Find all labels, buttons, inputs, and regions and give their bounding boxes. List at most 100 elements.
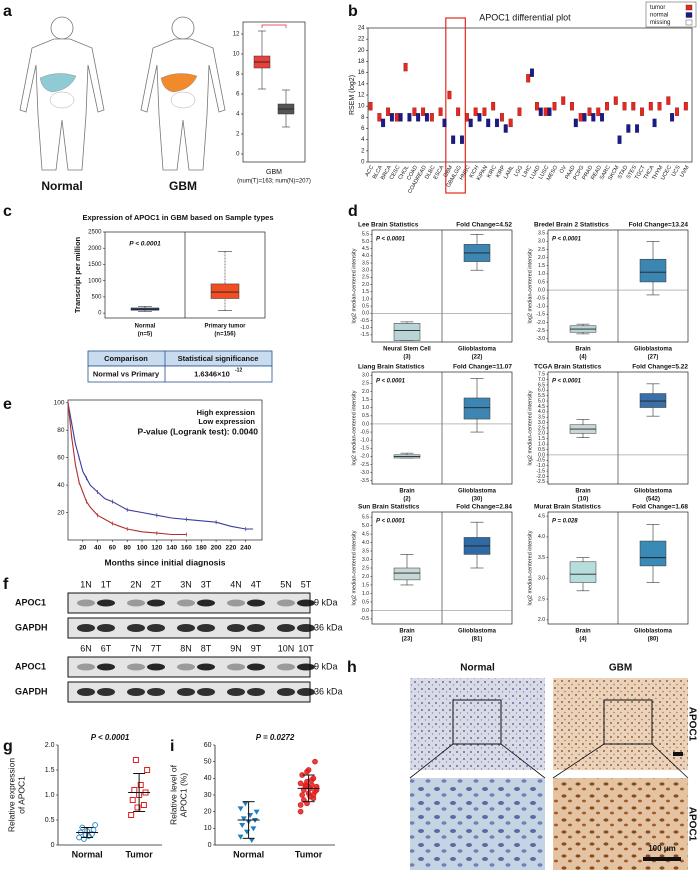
y-tick-label: 8 <box>361 115 365 121</box>
x-tick-label: 140 <box>166 545 177 552</box>
y-axis-label: Transcript per million <box>73 236 82 313</box>
count-label: (4) <box>579 637 586 643</box>
tumor-box <box>526 74 531 83</box>
lane-label: 2N <box>130 579 142 589</box>
y-tick-label: 1.5 <box>362 582 369 588</box>
x-tick-label: 40 <box>94 545 102 552</box>
y-tick-label: 3.5 <box>362 548 369 554</box>
y-tick-label: -1.5 <box>360 446 369 452</box>
tumor-box <box>394 113 399 122</box>
category-label: Tumor <box>295 849 323 859</box>
x-tick-label: 80 <box>124 545 132 552</box>
y-tick-label: 2.5 <box>362 381 369 387</box>
y-axis-label: log2 median-centered intensity <box>351 248 357 323</box>
x-tick-label: 220 <box>225 545 236 552</box>
y-tick-label: 4.5 <box>538 404 545 410</box>
tumor-box <box>377 113 382 122</box>
normal-box <box>538 107 543 116</box>
count-label: (23) <box>402 637 413 643</box>
zoom-line <box>651 743 689 779</box>
y-tick-label: 18 <box>358 59 365 65</box>
x-tick-label: UCS <box>671 164 682 177</box>
lane-label: 3N <box>180 579 192 589</box>
tumor-box <box>683 102 688 111</box>
x-tick-label: 100 <box>137 545 148 552</box>
category-label: Glioblastoma <box>634 489 673 495</box>
point <box>132 757 139 763</box>
y-tick-label: 3.0 <box>362 268 369 274</box>
y-tick-label: 10 <box>233 52 240 58</box>
y-tick-label: 1.0 <box>538 271 545 277</box>
tumor-box <box>587 107 592 116</box>
band <box>127 599 145 607</box>
y-tick-label: 2.0 <box>45 742 55 749</box>
x-tick-label: UVM <box>679 164 691 178</box>
y-tick-label: 3.5 <box>362 260 369 266</box>
normal-box <box>451 135 456 144</box>
y-tick-label: 0 <box>361 160 365 166</box>
point <box>250 826 257 832</box>
subplot-title: Murat Brain Statistics <box>534 504 601 511</box>
subplot-title: Lee Brain Statistics <box>358 222 419 229</box>
y-tick-label: -1.5 <box>360 332 369 338</box>
category-label: Neural Stem Cell <box>383 347 431 353</box>
y-tick-label: 3.0 <box>362 373 369 379</box>
point <box>128 812 135 818</box>
lane-label: 4T <box>251 579 262 589</box>
y-tick-label: 10 <box>204 825 212 832</box>
scale-bar <box>673 752 683 756</box>
y-tick-label: -2.5 <box>536 479 545 485</box>
y-tick-label: -2.0 <box>536 474 545 480</box>
band <box>77 624 95 632</box>
body-outline <box>19 38 105 171</box>
band <box>277 599 295 607</box>
category-label: Glioblastoma <box>458 489 497 495</box>
fold-change: Fold Change=11.07 <box>453 364 512 371</box>
y-tick-label: 4.0 <box>538 409 545 415</box>
y-tick-label: 4 <box>361 137 365 143</box>
y-tick-label: 0.5 <box>362 303 369 309</box>
point <box>302 782 309 788</box>
x-tick-label: KIRC <box>486 165 498 179</box>
y-tick-label: 2000 <box>88 246 102 252</box>
normal-box <box>398 113 403 122</box>
band <box>247 599 265 607</box>
normal-box <box>635 124 640 133</box>
y-tick-label: 1.5 <box>362 289 369 295</box>
y-tick-label: 12 <box>233 32 240 38</box>
tumor-box <box>412 107 417 116</box>
y-tick-label: 2.5 <box>362 275 369 281</box>
tumor-box <box>403 62 408 72</box>
box <box>639 540 667 567</box>
x-tick-label: LGG <box>513 165 524 178</box>
normal-box <box>582 113 587 122</box>
y-tick-label: -1.5 <box>536 312 545 318</box>
survival-curve <box>67 402 254 530</box>
normal-box <box>407 113 412 122</box>
band <box>77 663 95 671</box>
band <box>297 624 315 632</box>
tumor-box <box>561 96 566 105</box>
normal-box <box>477 113 482 122</box>
lane-label: 7N <box>130 643 142 653</box>
tumor-box <box>640 107 644 116</box>
normal-box <box>617 135 622 144</box>
fold-change: Fold Change=1.68 <box>632 504 688 511</box>
lane-label: 6T <box>101 643 112 653</box>
band <box>297 688 315 696</box>
band-label: GAPDH <box>15 622 48 632</box>
y-tick-label: 5.0 <box>538 398 545 404</box>
band <box>97 624 115 632</box>
point <box>247 813 254 818</box>
y-tick-label: 20 <box>358 48 365 54</box>
fold-change: Fold Change=2.84 <box>456 504 512 511</box>
y-tick-label: 2500 <box>88 230 102 236</box>
box <box>639 258 667 283</box>
band <box>127 624 145 632</box>
band <box>77 599 95 607</box>
lane-label: 1T <box>101 579 112 589</box>
y-tick-label: 3.0 <box>362 557 369 563</box>
y-tick-label: 3.5 <box>538 231 545 237</box>
lane-label: 9N <box>230 643 242 653</box>
category-label: Normal <box>72 849 103 859</box>
